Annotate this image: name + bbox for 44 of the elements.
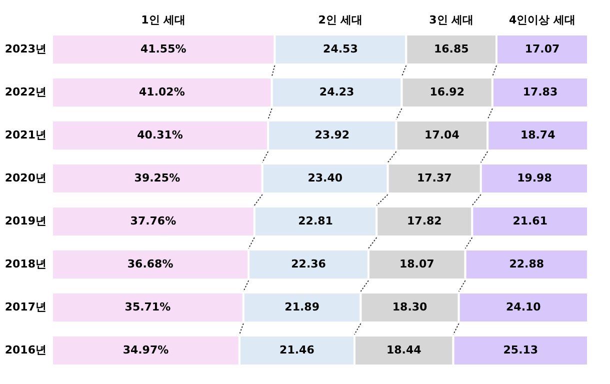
data-label: 18.44 — [386, 344, 422, 356]
data-label: 24.23 — [319, 86, 354, 98]
series-label: 4인이상 세대 — [509, 14, 576, 26]
data-label: 22.36 — [291, 258, 326, 270]
y-tick-label: 2023년 — [4, 42, 46, 56]
data-label: 37.76% — [130, 214, 176, 228]
data-label: 22.81 — [298, 214, 333, 228]
data-label: 17.82 — [407, 214, 442, 228]
data-label: 19.98 — [517, 172, 552, 184]
y-tick-label: 2022년 — [4, 86, 46, 98]
data-label: 23.40 — [308, 172, 343, 184]
data-label: 24.53 — [323, 42, 358, 56]
y-tick-label: 2016년 — [4, 344, 46, 356]
data-label: 34.97% — [122, 344, 169, 356]
data-label: 40.31% — [137, 128, 183, 142]
data-label: 21.46 — [280, 344, 315, 356]
data-label: 23.92 — [314, 128, 350, 142]
data-label: 21.61 — [512, 214, 548, 228]
data-label: 41.55% — [140, 42, 186, 56]
data-label: 18.74 — [520, 128, 556, 142]
y-tick-label: 2018년 — [4, 258, 46, 270]
data-label: 18.07 — [399, 258, 434, 270]
y-tick-label: 2020년 — [4, 172, 46, 184]
data-label: 17.83 — [522, 86, 558, 98]
data-label: 21.89 — [284, 300, 320, 314]
data-label: 35.71% — [124, 300, 171, 314]
data-label: 17.04 — [424, 128, 460, 142]
data-label: 22.88 — [509, 258, 544, 270]
series-label: 3인 세대 — [429, 14, 474, 26]
data-label: 24.10 — [506, 300, 542, 314]
data-label: 18.30 — [392, 300, 428, 314]
data-label: 16.85 — [434, 42, 469, 56]
y-tick-label: 2019년 — [4, 214, 46, 228]
data-label: 17.07 — [524, 42, 560, 56]
data-label: 17.37 — [416, 172, 452, 184]
data-label: 41.02% — [139, 86, 185, 98]
y-tick-label: 2017년 — [4, 300, 46, 314]
series-label: 1인 세대 — [141, 14, 186, 26]
data-label: 25.13 — [503, 344, 538, 356]
data-label: 36.68% — [127, 258, 174, 270]
series-label: 2인 세대 — [318, 14, 363, 26]
data-label: 39.25% — [134, 172, 180, 184]
y-tick-label: 2021년 — [4, 128, 46, 142]
data-label: 16.92 — [430, 86, 464, 98]
